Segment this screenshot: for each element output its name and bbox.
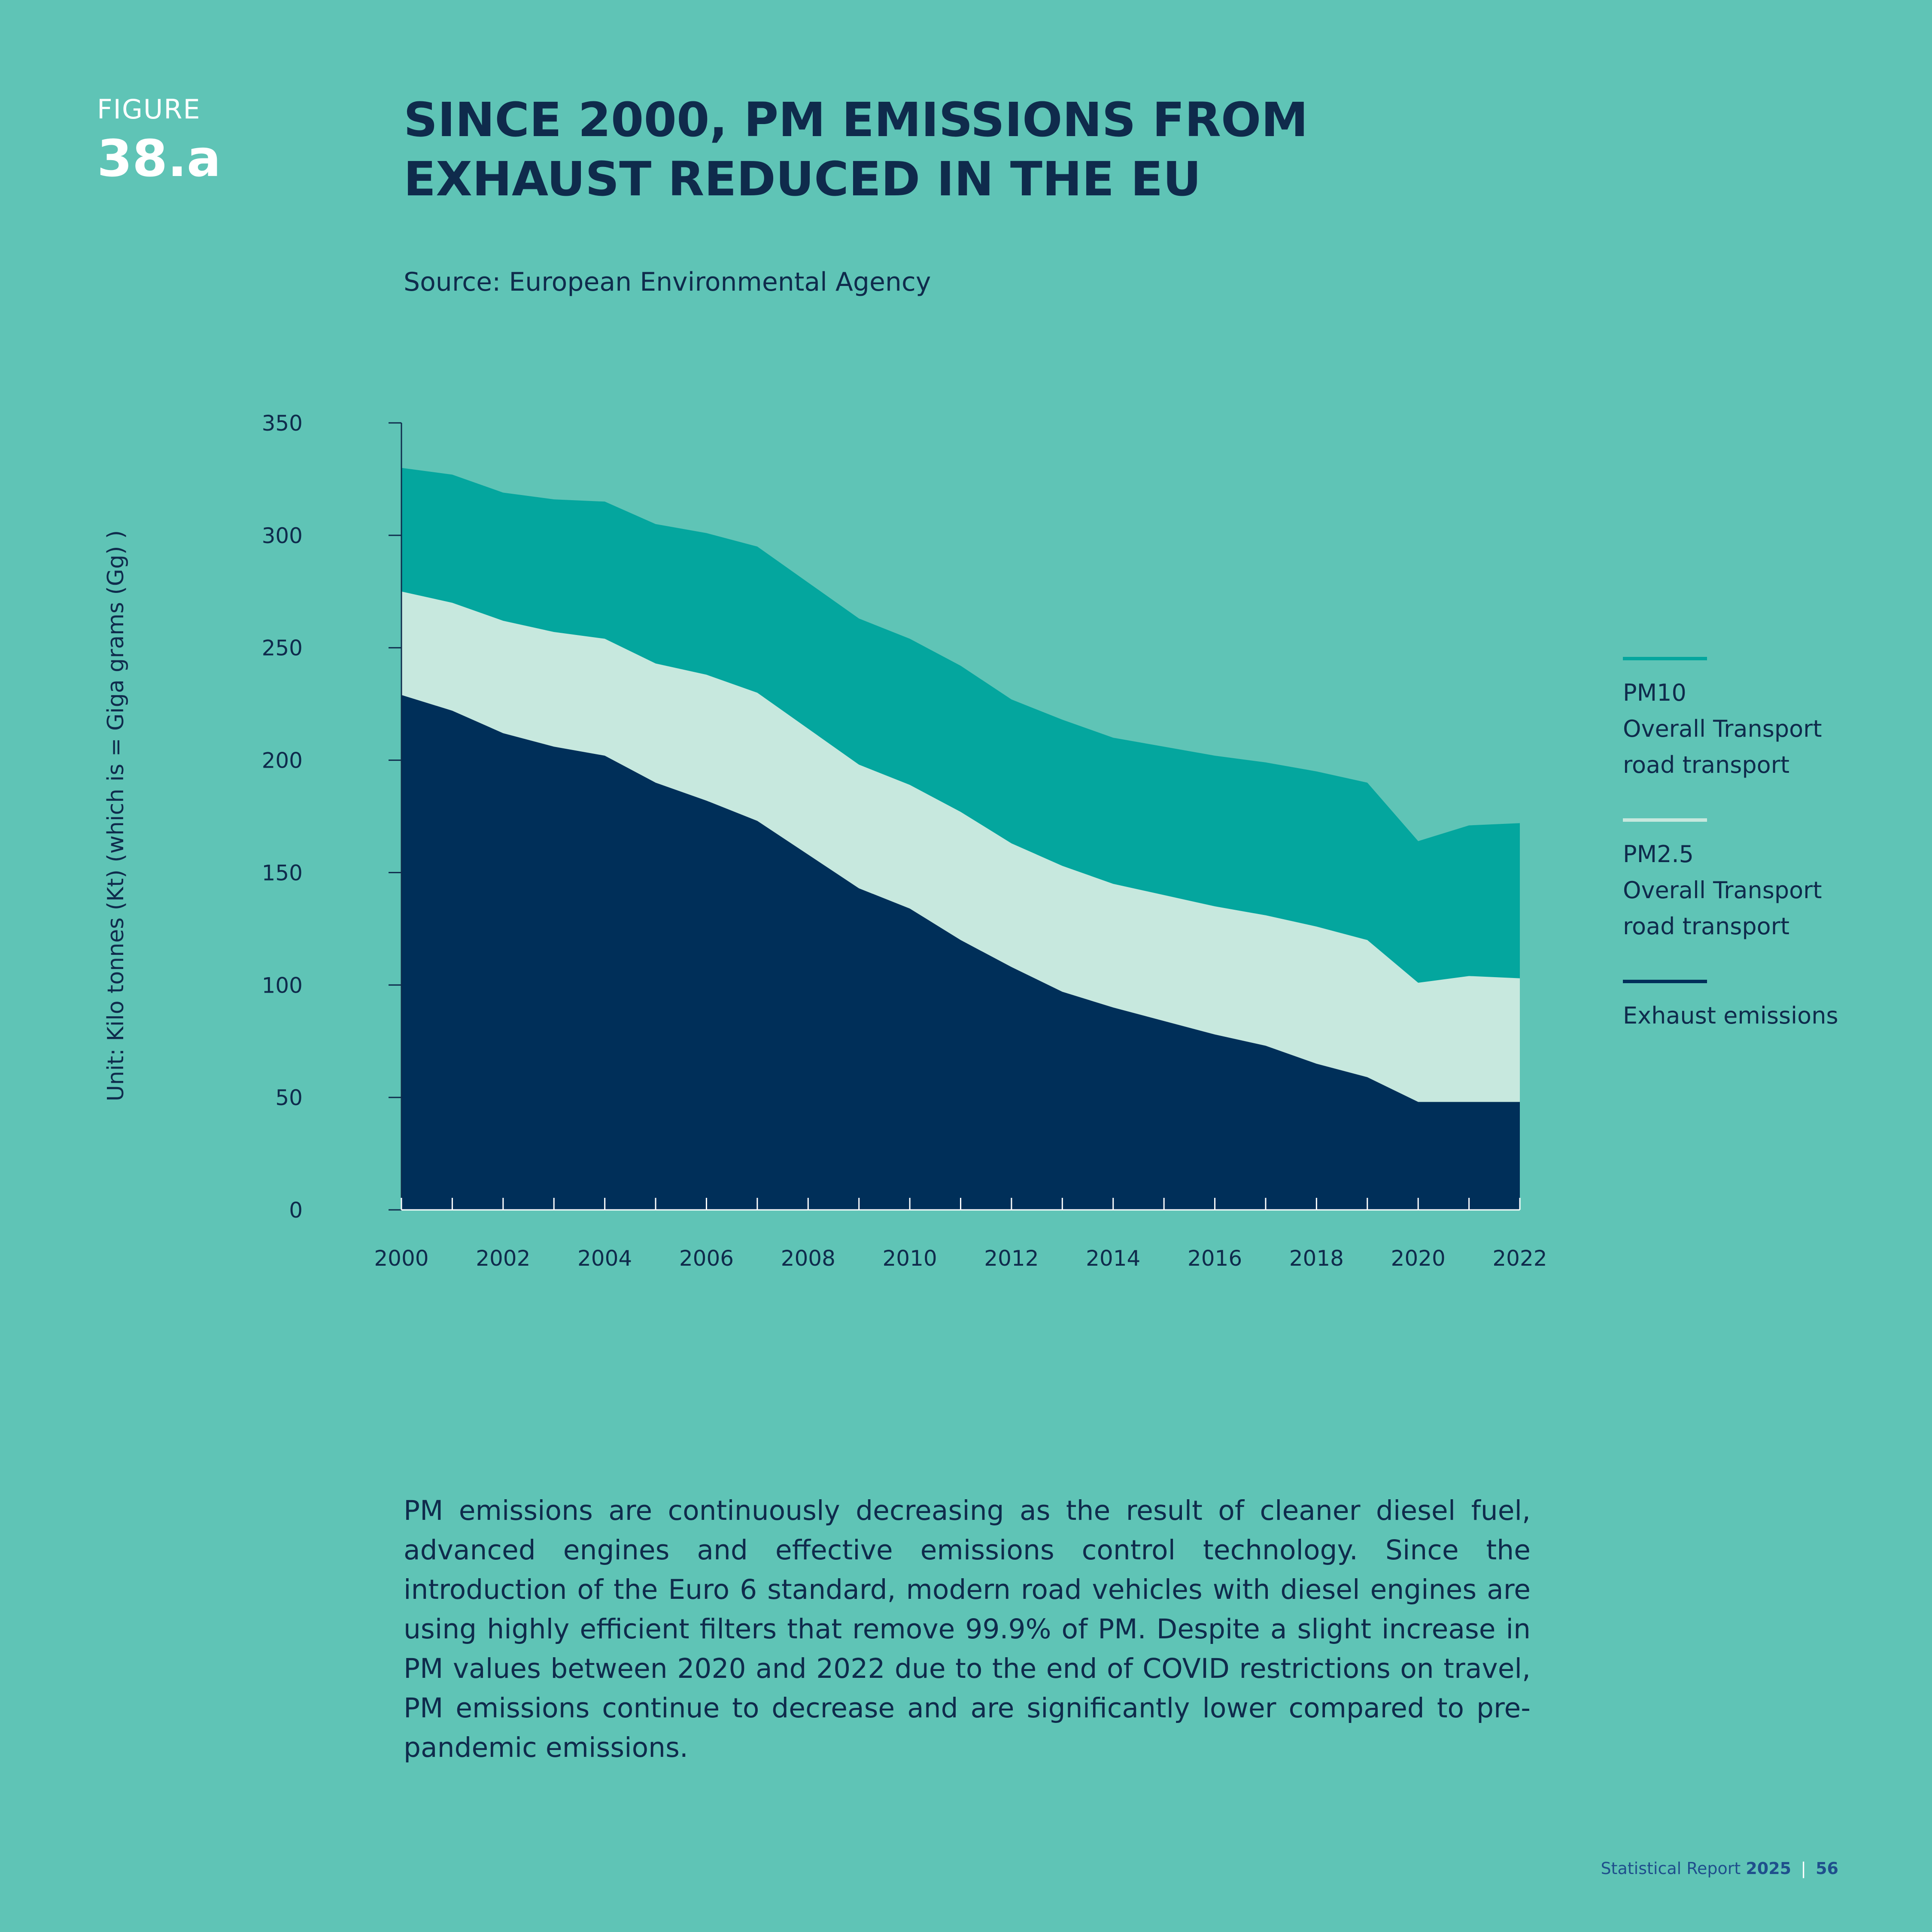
legend-label-pm25: PM2.5 Overall Transport road transport	[1623, 836, 1898, 945]
x-tick-label: 2012	[984, 1246, 1039, 1271]
area-chart: 0 50 100 150 200 250 300 350 2000 2002 2004 2006 200…	[262, 411, 1547, 1271]
legend-swatch-exhaust	[1623, 980, 1707, 983]
x-tick-label: 2016	[1188, 1246, 1242, 1271]
legend-label-line: Overall Transport	[1623, 877, 1822, 904]
y-tick-label: 100	[262, 973, 303, 998]
legend-label-line: Exhaust emissions	[1623, 1002, 1838, 1029]
figure-number: 38.a	[97, 129, 221, 188]
legend-label-pm10: PM10 Overall Transport road transport	[1623, 675, 1898, 783]
x-tick-label: 2022	[1492, 1246, 1547, 1271]
legend-item-pm25: PM2.5 Overall Transport road transport	[1623, 818, 1898, 945]
legend: PM10 Overall Transport road transport PM…	[1623, 657, 1898, 1069]
area-exhaust	[401, 695, 1520, 1210]
footer-year: 2025	[1746, 1859, 1792, 1878]
y-tick-label: 300	[262, 523, 303, 548]
legend-swatch-pm10	[1623, 657, 1707, 660]
y-tick-label: 150	[262, 860, 303, 885]
x-tick-label: 2002	[476, 1246, 530, 1271]
y-tick-label: 0	[289, 1198, 303, 1223]
chart-areas	[401, 468, 1520, 1210]
x-tick-label: 2000	[374, 1246, 428, 1271]
legend-label-exhaust: Exhaust emissions	[1623, 998, 1898, 1034]
legend-label-line: PM2.5	[1623, 841, 1694, 868]
x-tick-label: 2018	[1289, 1246, 1344, 1271]
x-tick-label: 2020	[1391, 1246, 1446, 1271]
page-footer: Statistical Report 2025 | 56	[1601, 1859, 1838, 1878]
y-tick-label: 250	[262, 636, 303, 661]
chart-title: SINCE 2000, PM EMISSIONS FROM EXHAUST RE…	[404, 92, 1308, 207]
legend-label-line: road transport	[1623, 913, 1790, 940]
body-paragraph: PM emissions are continuously decreasing…	[404, 1495, 1531, 1763]
x-tick-label: 2014	[1086, 1246, 1140, 1271]
legend-label-line: Overall Transport	[1623, 715, 1822, 742]
footer-page-number: 56	[1816, 1859, 1838, 1878]
x-tick-label: 2010	[882, 1246, 937, 1271]
x-tick-label: 2004	[577, 1246, 632, 1271]
legend-item-exhaust: Exhaust emissions	[1623, 980, 1898, 1034]
footer-separator: |	[1801, 1859, 1807, 1878]
x-tick-label: 2008	[781, 1246, 835, 1271]
y-tick-label: 50	[275, 1085, 303, 1110]
footer-report-name: Statistical Report	[1601, 1859, 1741, 1878]
y-tick-label: 200	[262, 748, 303, 773]
x-tick-label: 2006	[679, 1246, 734, 1271]
chart-source: Source: European Environmental Agency	[404, 267, 931, 297]
chart-axes: 0 50 100 150 200 250 300 350 2000 2002 2004 2006 200…	[262, 411, 1547, 1271]
legend-item-pm10: PM10 Overall Transport road transport	[1623, 657, 1898, 783]
legend-label-line: road transport	[1623, 751, 1790, 778]
legend-swatch-pm25	[1623, 818, 1707, 822]
y-tick-label: 350	[262, 411, 303, 436]
figure-label: FIGURE	[97, 94, 201, 125]
legend-label-line: PM10	[1623, 679, 1686, 706]
